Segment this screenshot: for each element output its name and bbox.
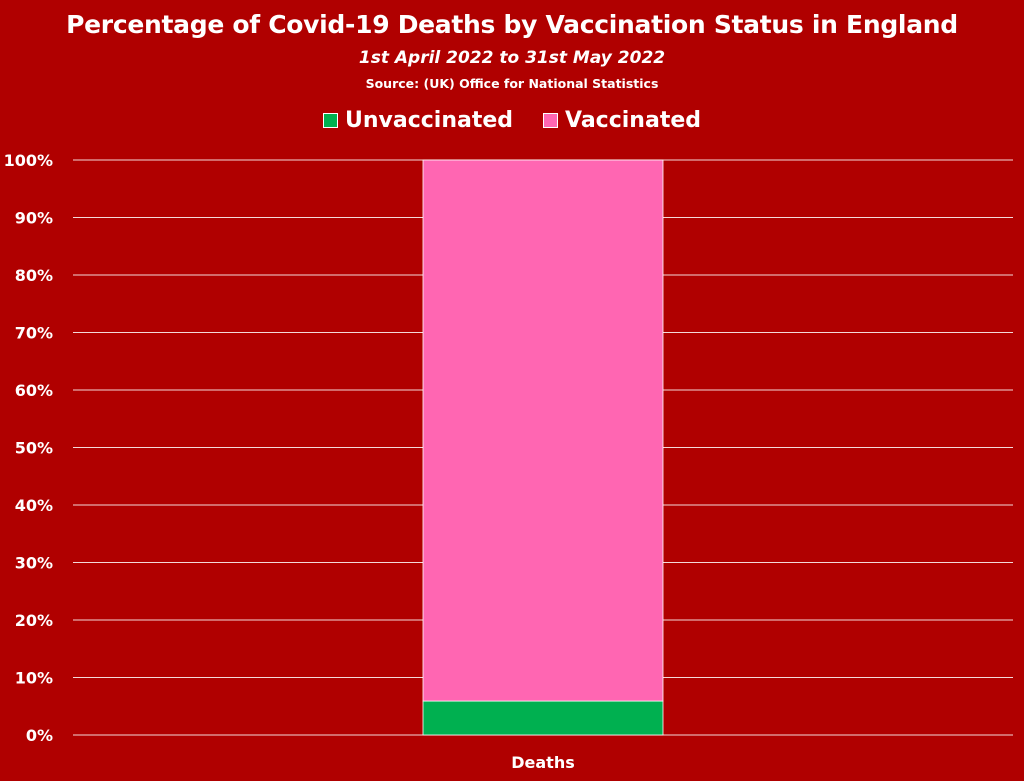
y-tick-label: 100% (4, 151, 53, 170)
legend-item-unvaccinated: Unvaccinated (322, 108, 514, 133)
y-tick-label: 40% (15, 496, 53, 515)
legend: Unvaccinated Vaccinated (0, 108, 1024, 133)
y-tick-label: 70% (15, 324, 53, 343)
legend-item-vaccinated: Vaccinated (543, 108, 701, 133)
y-tick-label: 80% (15, 266, 53, 285)
legend-label-unvaccinated: Unvaccinated (344, 108, 514, 133)
y-tick-label: 60% (15, 381, 53, 400)
y-tick-label: 0% (26, 726, 53, 745)
chart-subtitle: 1st April 2022 to 31st May 2022 (358, 48, 666, 68)
chart-title: Percentage of Covid-19 Deaths by Vaccina… (66, 10, 958, 39)
y-tick-label: 50% (15, 439, 53, 458)
y-tick-label: 90% (15, 209, 53, 228)
y-tick-label: 20% (15, 611, 53, 630)
chart-source: Source: (UK) Office for National Statist… (365, 76, 659, 91)
legend-swatch-unvaccinated (322, 113, 338, 128)
y-tick-label: 10% (15, 669, 53, 688)
bar-vaccinated (422, 159, 664, 702)
bar-unvaccinated (422, 700, 664, 736)
x-tick-label: Deaths (511, 753, 575, 772)
y-tick-label: 30% (15, 554, 53, 573)
legend-label-vaccinated: Vaccinated (565, 108, 702, 133)
legend-swatch-vaccinated (543, 113, 559, 128)
